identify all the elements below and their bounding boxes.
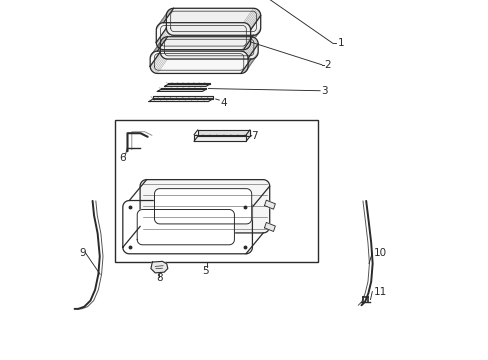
Polygon shape [156,23,250,50]
Polygon shape [154,189,251,224]
Polygon shape [149,99,212,102]
Text: 2: 2 [324,60,330,70]
Polygon shape [161,88,205,89]
Polygon shape [194,135,246,141]
Text: 8: 8 [156,273,163,283]
Polygon shape [197,130,249,136]
Text: 1: 1 [337,38,343,48]
Text: 7: 7 [250,131,257,141]
Polygon shape [122,201,252,254]
Polygon shape [168,83,209,84]
Polygon shape [137,210,234,245]
Polygon shape [160,37,258,59]
Text: 9: 9 [79,248,85,258]
Polygon shape [157,89,205,91]
Polygon shape [150,51,247,73]
Polygon shape [140,180,269,233]
Text: 6: 6 [120,153,126,163]
Text: 4: 4 [220,98,226,108]
Text: 3: 3 [320,86,327,96]
Polygon shape [153,96,212,99]
Text: 10: 10 [373,248,386,258]
Text: 11: 11 [373,287,386,297]
Polygon shape [164,84,209,86]
Polygon shape [151,261,167,273]
Polygon shape [264,222,275,231]
Bar [115,120,318,262]
Polygon shape [166,8,260,35]
Polygon shape [264,200,275,209]
Text: 5: 5 [202,266,208,276]
